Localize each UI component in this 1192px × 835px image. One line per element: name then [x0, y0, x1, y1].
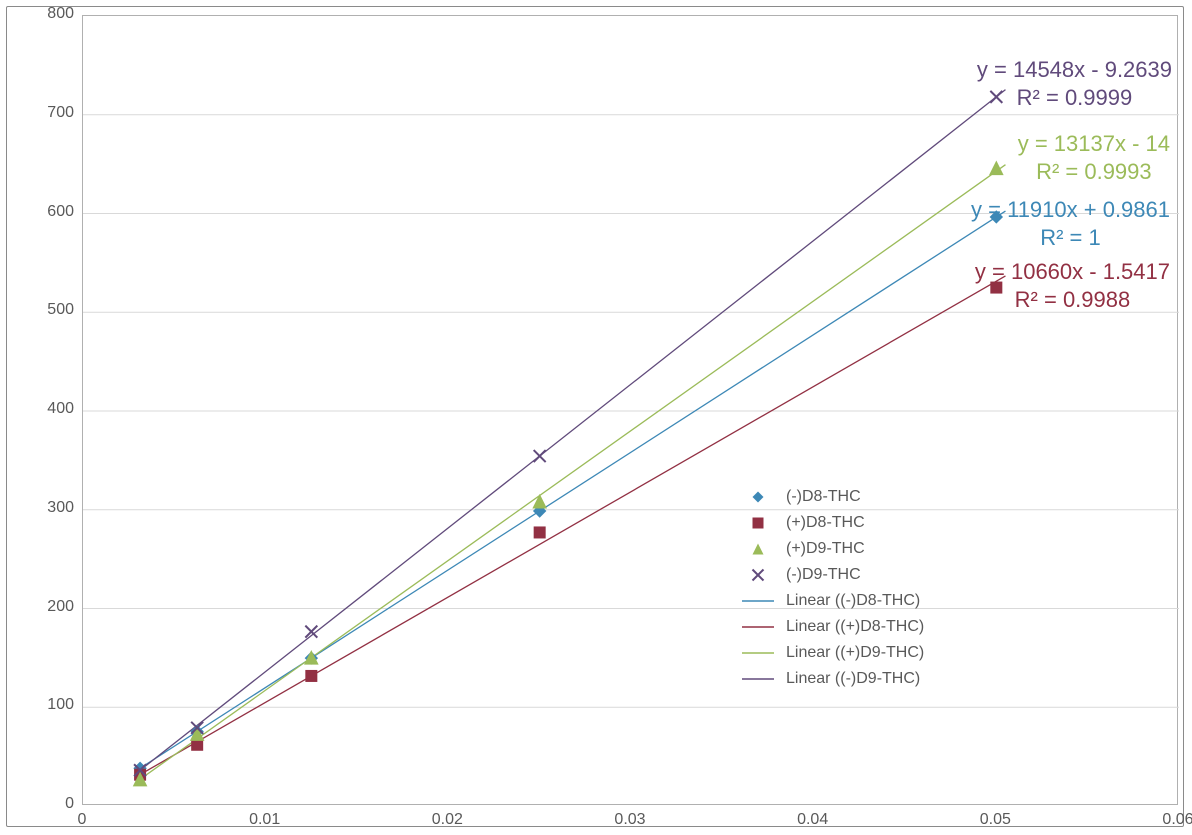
y-tick-label: 500	[14, 301, 74, 319]
legend-label: Linear ((-)D9-THC)	[786, 670, 920, 688]
y-tick-label: 800	[14, 5, 74, 23]
legend-label: Linear ((-)D8-THC)	[786, 592, 920, 610]
legend-marker-icon	[740, 513, 776, 533]
plot-area	[82, 15, 1178, 805]
trendline-equation: y = 14548x - 9.2639R² = 0.9999	[977, 56, 1172, 111]
legend-label: (-)D8-THC	[786, 488, 861, 506]
legend-label: (-)D9-THC	[786, 566, 861, 584]
x-tick-label: 0.03	[600, 811, 660, 829]
x-tick-label: 0.01	[235, 811, 295, 829]
equation-formula: y = 10660x - 1.5417	[975, 258, 1170, 286]
equation-r2: R² = 0.9993	[1018, 158, 1170, 186]
chart-svg	[83, 16, 1179, 806]
legend-item: Linear ((-)D8-THC)	[740, 588, 924, 614]
trendline-equation: y = 11910x + 0.9861R² = 1	[971, 196, 1170, 251]
y-tick-label: 600	[14, 203, 74, 221]
equation-r2: R² = 1	[971, 224, 1170, 252]
legend-item: (-)D9-THC	[740, 562, 924, 588]
legend-label: (+)D9-THC	[786, 540, 865, 558]
legend-label: (+)D8-THC	[786, 514, 865, 532]
legend-label: Linear ((+)D8-THC)	[786, 618, 924, 636]
equation-r2: R² = 0.9988	[975, 286, 1170, 314]
y-tick-label: 400	[14, 400, 74, 418]
equation-r2: R² = 0.9999	[977, 84, 1172, 112]
x-tick-label: 0	[52, 811, 112, 829]
legend-item: (+)D8-THC	[740, 510, 924, 536]
legend-marker-icon	[740, 565, 776, 585]
legend-label: Linear ((+)D9-THC)	[786, 644, 924, 662]
equation-formula: y = 13137x - 14	[1018, 130, 1170, 158]
legend-item: Linear ((+)D9-THC)	[740, 640, 924, 666]
y-tick-label: 200	[14, 598, 74, 616]
x-tick-label: 0.06	[1148, 811, 1192, 829]
legend: (-)D8-THC (+)D8-THC (+)D9-THC (-)D9-THC Line…	[740, 484, 924, 692]
legend-item: Linear ((+)D8-THC)	[740, 614, 924, 640]
legend-line-icon	[740, 617, 776, 637]
legend-line-icon	[740, 669, 776, 689]
trendline-equation: y = 10660x - 1.5417R² = 0.9988	[975, 258, 1170, 313]
legend-line-icon	[740, 643, 776, 663]
y-tick-label: 100	[14, 696, 74, 714]
y-tick-label: 300	[14, 499, 74, 517]
equation-formula: y = 14548x - 9.2639	[977, 56, 1172, 84]
y-tick-label: 700	[14, 104, 74, 122]
legend-item: (+)D9-THC	[740, 536, 924, 562]
legend-marker-icon	[740, 539, 776, 559]
x-tick-label: 0.02	[417, 811, 477, 829]
trendline-equation: y = 13137x - 14R² = 0.9993	[1018, 130, 1170, 185]
x-tick-label: 0.04	[783, 811, 843, 829]
legend-line-icon	[740, 591, 776, 611]
equation-formula: y = 11910x + 0.9861	[971, 196, 1170, 224]
legend-marker-icon	[740, 487, 776, 507]
legend-item: Linear ((-)D9-THC)	[740, 666, 924, 692]
legend-item: (-)D8-THC	[740, 484, 924, 510]
x-tick-label: 0.05	[965, 811, 1025, 829]
